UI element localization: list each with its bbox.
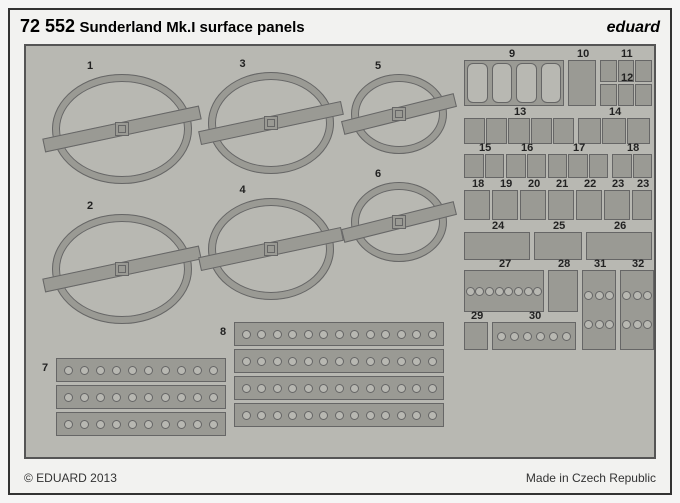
callout-12: 12 (621, 72, 633, 84)
callout-18: 18 (627, 142, 639, 154)
callout-30: 30 (529, 310, 541, 322)
callout-13: 13 (514, 106, 526, 118)
callout-32: 32 (632, 258, 644, 270)
callout-28: 28 (558, 258, 570, 270)
panel-23 (604, 190, 630, 220)
panel-13 (464, 118, 574, 144)
product-name: Sunderland Mk.I surface panels (80, 19, 305, 36)
panel-31 (582, 270, 616, 350)
rivet-strip-8 (234, 403, 444, 427)
callout-17: 17 (573, 142, 585, 154)
callout-23: 23 (612, 178, 624, 190)
panel-10 (568, 60, 596, 106)
cover-ring-1 (52, 74, 192, 184)
brand-logo: eduard (607, 19, 660, 37)
panel-18 (612, 154, 652, 178)
callout-20: 20 (528, 178, 540, 190)
cover-ring-2 (52, 214, 192, 324)
title-block: 72 552 Sunderland Mk.I surface panels (20, 16, 305, 37)
cover-ring-6 (351, 182, 447, 262)
rivet-strip-7 (56, 385, 226, 409)
callout-5: 5 (375, 60, 381, 72)
callout-6: 6 (375, 168, 381, 180)
rivet-strip-7 (56, 412, 226, 436)
callout-21: 21 (556, 178, 568, 190)
panel-14 (578, 118, 650, 144)
header: 72 552 Sunderland Mk.I surface panels ed… (20, 16, 660, 37)
callout-29: 29 (471, 310, 483, 322)
callout-1: 1 (87, 60, 93, 72)
part-number: 72 552 (20, 16, 75, 36)
product-frame: 72 552 Sunderland Mk.I surface panels ed… (8, 8, 672, 495)
panel-12 (600, 84, 652, 106)
panel-26 (586, 232, 652, 260)
panel-24 (464, 232, 530, 260)
callout-7: 7 (42, 362, 48, 374)
callout-3: 3 (240, 58, 246, 70)
callout-9: 9 (509, 48, 515, 60)
callout-24: 24 (492, 220, 504, 232)
panel-21 (548, 190, 574, 220)
panel-20 (520, 190, 546, 220)
callout-23: 23 (637, 178, 649, 190)
panel-30 (492, 322, 576, 350)
panel-16 (506, 154, 546, 178)
callout-25: 25 (553, 220, 565, 232)
copyright-text: © EDUARD 2013 (24, 471, 117, 485)
panel-28 (548, 270, 578, 312)
panel-17 (548, 154, 608, 178)
rivet-strip-8 (234, 349, 444, 373)
photoetch-fret: 1352467891011121314151617181819202122232… (24, 44, 656, 459)
panel-25 (534, 232, 582, 260)
panel-23 (632, 190, 652, 220)
callout-22: 22 (584, 178, 596, 190)
callout-31: 31 (594, 258, 606, 270)
panel-29 (464, 322, 488, 350)
panel-9 (464, 60, 564, 106)
callout-16: 16 (521, 142, 533, 154)
callout-2: 2 (87, 200, 93, 212)
panel-19 (492, 190, 518, 220)
rivet-strip-7 (56, 358, 226, 382)
callout-10: 10 (577, 48, 589, 60)
panel-32 (620, 270, 654, 350)
panel-22 (576, 190, 602, 220)
rivet-strip-8 (234, 322, 444, 346)
callout-19: 19 (500, 178, 512, 190)
callout-18: 18 (472, 178, 484, 190)
callout-27: 27 (499, 258, 511, 270)
callout-4: 4 (240, 184, 246, 196)
panel-15 (464, 154, 504, 178)
cover-ring-3 (208, 72, 334, 174)
cover-ring-4 (208, 198, 334, 300)
callout-26: 26 (614, 220, 626, 232)
origin-text: Made in Czech Republic (526, 471, 656, 485)
callout-14: 14 (609, 106, 621, 118)
rivet-strip-8 (234, 376, 444, 400)
panel-27 (464, 270, 544, 312)
callout-15: 15 (479, 142, 491, 154)
panel-18 (464, 190, 490, 220)
callout-8: 8 (220, 326, 226, 338)
callout-11: 11 (621, 48, 633, 60)
cover-ring-5 (351, 74, 447, 154)
footer: © EDUARD 2013 Made in Czech Republic (24, 471, 656, 485)
